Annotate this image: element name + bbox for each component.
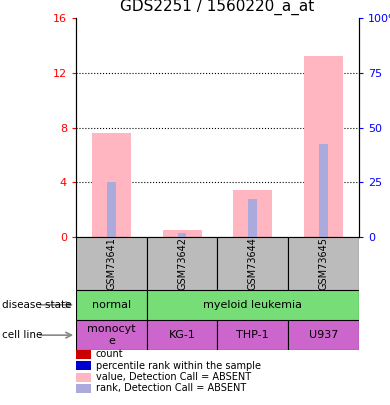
Text: normal: normal <box>92 300 131 310</box>
Title: GDS2251 / 1560220_a_at: GDS2251 / 1560220_a_at <box>120 0 315 15</box>
Text: KG-1: KG-1 <box>168 330 195 340</box>
Bar <box>92 133 131 237</box>
Text: disease state: disease state <box>2 300 71 310</box>
Bar <box>218 320 288 350</box>
Text: count: count <box>96 350 123 359</box>
Text: value, Detection Call = ABSENT: value, Detection Call = ABSENT <box>96 372 251 382</box>
Bar <box>233 190 272 237</box>
Bar <box>319 144 328 237</box>
Bar <box>178 233 186 237</box>
Bar <box>163 230 202 237</box>
Text: rank, Detection Call = ABSENT: rank, Detection Call = ABSENT <box>96 384 246 393</box>
Text: GSM73645: GSM73645 <box>319 237 328 290</box>
Bar <box>147 237 218 290</box>
Bar <box>218 237 288 290</box>
Text: cell line: cell line <box>2 330 43 340</box>
Bar <box>76 320 147 350</box>
Text: GSM73642: GSM73642 <box>177 237 187 290</box>
Bar <box>288 237 359 290</box>
Text: GSM73641: GSM73641 <box>106 237 116 290</box>
Bar <box>304 56 343 237</box>
Bar <box>76 237 147 290</box>
Text: percentile rank within the sample: percentile rank within the sample <box>96 361 261 371</box>
Text: U937: U937 <box>309 330 338 340</box>
Bar <box>147 320 218 350</box>
Bar <box>288 320 359 350</box>
Bar <box>248 199 257 237</box>
Bar <box>76 290 147 320</box>
Bar <box>147 290 359 320</box>
Text: myeloid leukemia: myeloid leukemia <box>203 300 302 310</box>
Text: GSM73644: GSM73644 <box>248 237 258 290</box>
Text: monocyt
e: monocyt e <box>87 324 136 346</box>
Bar <box>107 182 116 237</box>
Text: THP-1: THP-1 <box>236 330 269 340</box>
